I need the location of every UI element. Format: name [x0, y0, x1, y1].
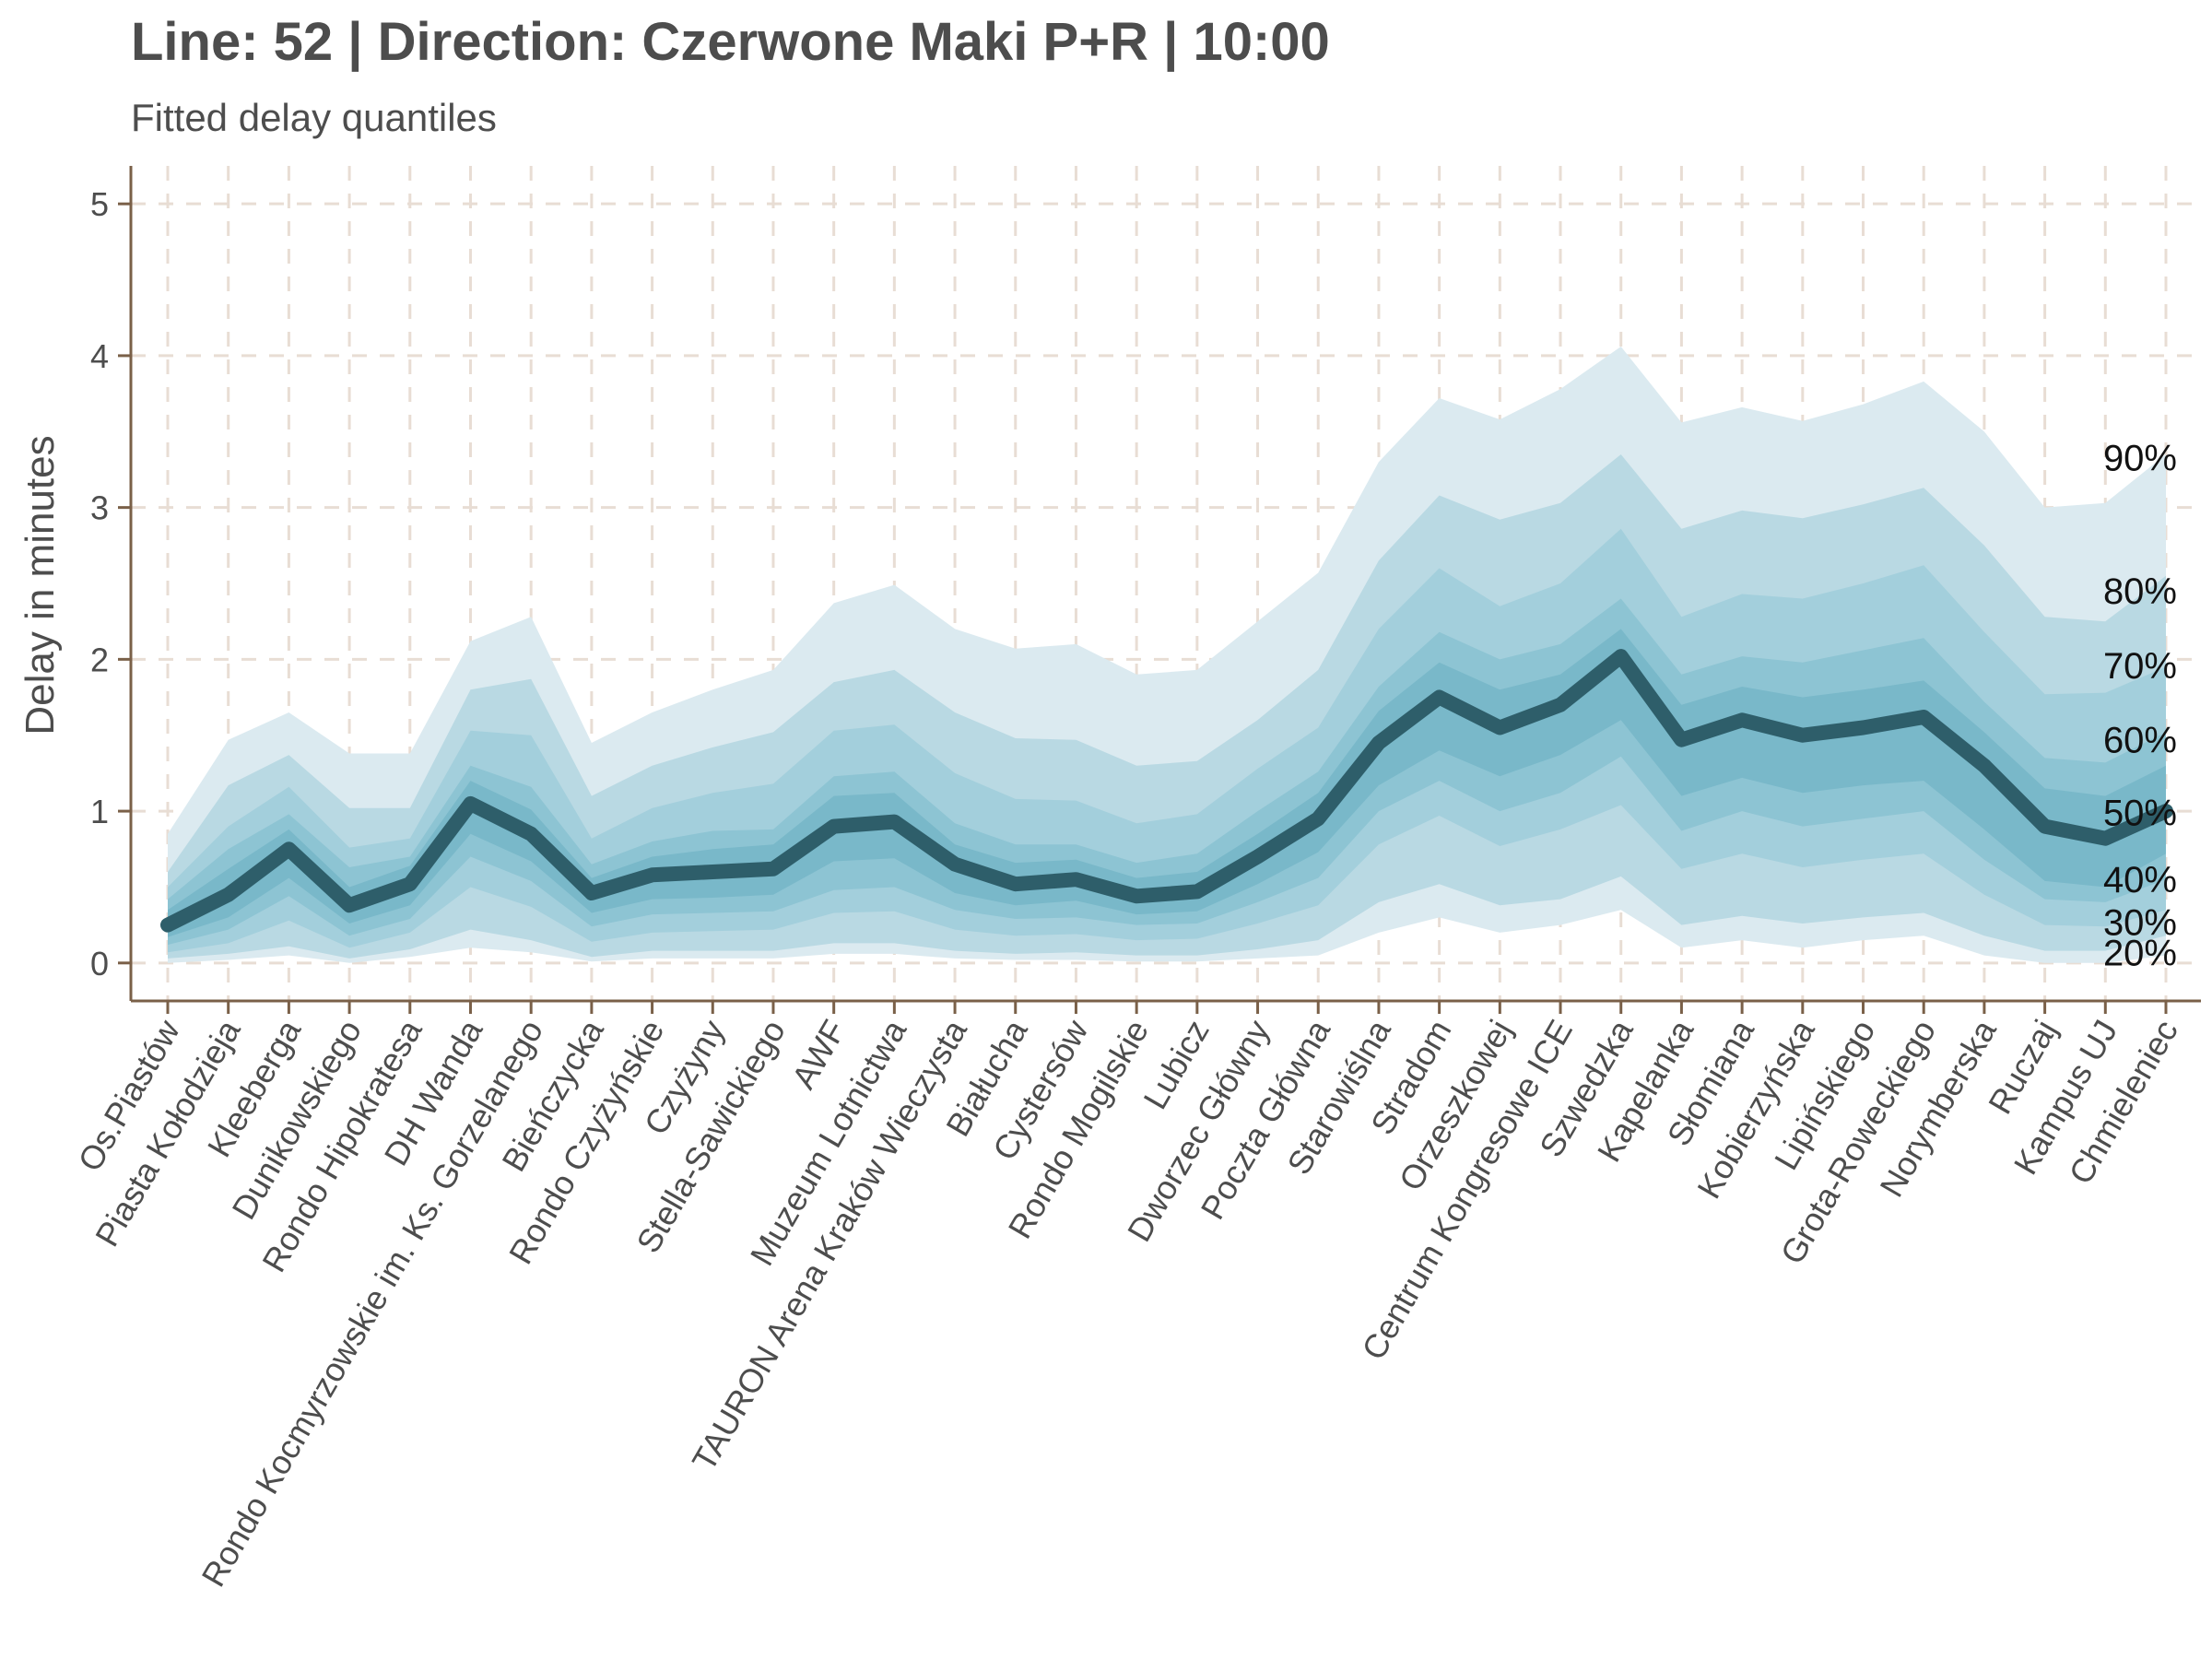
y-tick-label: 3: [90, 489, 109, 527]
y-tick-label: 2: [90, 641, 109, 678]
band-label: 20%: [2103, 933, 2177, 973]
y-tick-label: 4: [90, 337, 109, 375]
band-label: 40%: [2103, 860, 2177, 900]
y-axis-title: Delay in minutes: [18, 435, 63, 735]
band-label: 30%: [2103, 902, 2177, 943]
y-tick-label: 1: [90, 793, 109, 830]
label-layer: 90% 80% 70% 60% 50% 40%30%20%: [2103, 438, 2177, 973]
band-label: 60%: [2103, 721, 2177, 761]
chart-title: Line: 52 | Direction: Czerwone Maki P+R …: [131, 12, 1330, 72]
band-label: 50%: [2103, 794, 2177, 834]
band-label: 70%: [2103, 646, 2177, 687]
band-label: 80%: [2103, 571, 2177, 612]
chart-subtitle: Fitted delay quantiles: [131, 96, 497, 139]
quantile-band-50pct: [168, 629, 2166, 937]
y-tick-label: 5: [90, 185, 109, 223]
median-line-layer: [160, 649, 2173, 933]
band-label: 90%: [2103, 438, 2177, 478]
band-layer: [168, 347, 2166, 963]
median-line: [160, 649, 2173, 933]
y-tick-label: 0: [90, 945, 109, 982]
